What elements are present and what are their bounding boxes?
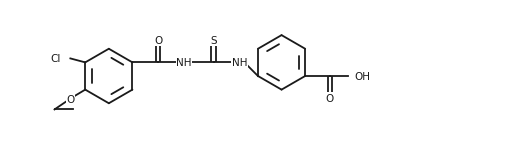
Text: O: O: [66, 95, 74, 105]
Text: Cl: Cl: [50, 54, 60, 64]
Text: O: O: [154, 36, 162, 46]
Text: OH: OH: [354, 72, 370, 82]
Text: NH: NH: [231, 58, 247, 68]
Text: S: S: [210, 36, 217, 46]
Text: O: O: [325, 94, 333, 104]
Text: NH: NH: [176, 58, 191, 68]
